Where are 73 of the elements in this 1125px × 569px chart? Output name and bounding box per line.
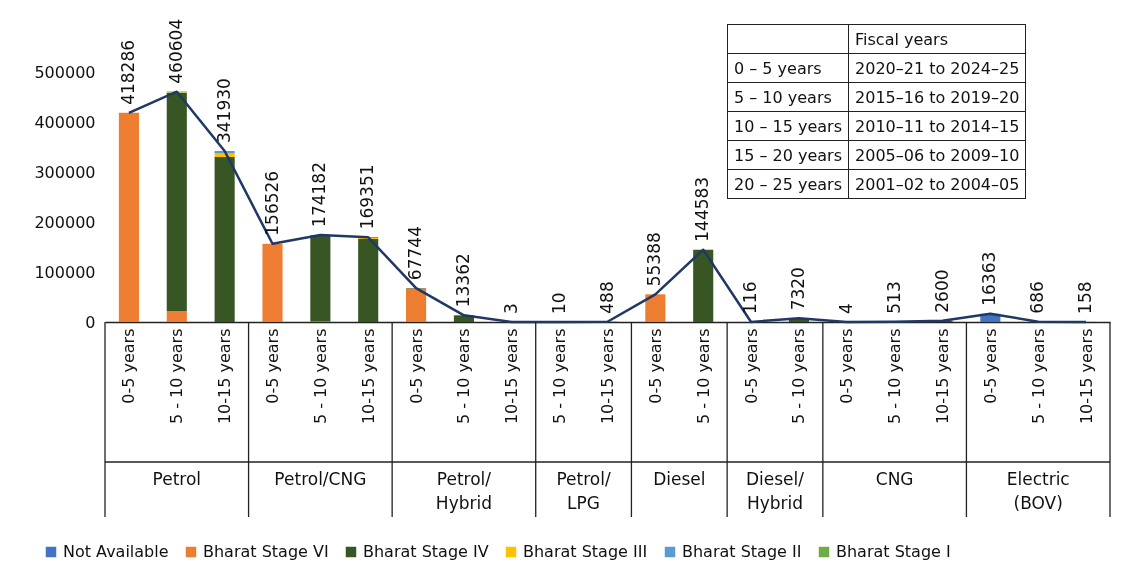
x-tick-label: 10-15 years [933, 328, 952, 425]
text: Diesel/Hybrid [745, 469, 805, 513]
legend-label: Bharat Stage I [836, 542, 951, 561]
legend-label: Not Available [63, 542, 169, 561]
x-tick-label: 5 - 10 years [885, 328, 905, 425]
text: Petrol/CNG [274, 469, 367, 489]
data-label: 4 [835, 303, 856, 314]
x-tick-label: 0-5 years [263, 328, 282, 404]
x-tick-label: 0-5 years [119, 328, 139, 404]
x-tick-label: 10-15 years [502, 328, 522, 425]
y-tick-label: 300000 [34, 162, 96, 182]
category-label: 20 – 25 years [734, 174, 843, 194]
y-tick-label: 0 [85, 312, 96, 332]
x-tick-label: 5 - 10 years [167, 328, 187, 425]
y-tick-label: 500000 [34, 62, 96, 82]
data-label: 341930 [213, 78, 234, 144]
category-label: 15 – 20 years [734, 145, 843, 165]
data-label: 460604 [165, 18, 186, 84]
text: 2005–06 to 2009–10 [855, 145, 1020, 165]
x-tick-label: 0-5 years [837, 328, 857, 404]
data-label: 686 [1027, 281, 1048, 314]
data-label: 174182 [309, 162, 330, 227]
text: 2015–16 to 2019–20 [855, 87, 1020, 107]
legend-label: Bharat Stage IV [363, 542, 489, 561]
data-label: 169351 [357, 164, 378, 230]
data-label: 2600 [931, 269, 952, 313]
text: CNG [875, 469, 914, 489]
y-tick-label: 100000 [34, 262, 96, 282]
x-tick-label: 10-15 years [358, 328, 378, 425]
data-label: 156526 [261, 170, 282, 236]
category-label: 0 – 5 years [734, 58, 822, 78]
data-label: 16363 [979, 251, 1000, 306]
category-label: Fiscal years [848, 24, 1026, 54]
x-tick-label: 0-5 years [980, 328, 1000, 404]
text: 2010–11 to 2014–15 [855, 116, 1020, 136]
legend-label: Bharat Stage III [523, 542, 648, 561]
x-tick-label: 5 - 10 years [310, 328, 330, 425]
data-label: 116 [740, 281, 761, 314]
text: Diesel [653, 469, 706, 489]
legend-label: Bharat Stage VI [203, 542, 329, 561]
x-tick-label: 10-15 years [1076, 328, 1096, 425]
data-label: 513 [883, 281, 904, 314]
x-tick-label: 0-5 years [645, 328, 665, 404]
data-label: 3 [500, 303, 521, 314]
data-label: 13362 [452, 253, 473, 308]
x-tick-label: 0-5 years [406, 328, 426, 404]
data-label: 10 [548, 292, 569, 314]
y-tick-label: 200000 [34, 212, 96, 232]
data-label: 418286 [117, 39, 138, 105]
x-tick-label: 5 - 10 years [693, 328, 713, 425]
x-tick-label: 10-15 years [598, 328, 617, 425]
x-tick-label: 5 - 10 years [789, 328, 809, 425]
data-label: 488 [596, 281, 617, 314]
data-label: 55388 [644, 232, 665, 287]
x-tick-label: 0-5 years [741, 328, 761, 404]
data-label: 144583 [692, 176, 713, 242]
x-tick-label: 5 - 10 years [454, 328, 474, 425]
x-tick-label: 5 - 10 years [1028, 328, 1048, 425]
data-label: 158 [1075, 281, 1096, 314]
category-label: 10 – 15 years [734, 116, 843, 136]
text: 2001–02 to 2004–05 [855, 174, 1020, 194]
legend-label: Bharat Stage II [682, 542, 802, 561]
x-tick-label: 5 - 10 years [550, 328, 570, 425]
text: 2020–21 to 2024–25 [855, 58, 1020, 78]
text: Petrol/LPG [556, 469, 611, 513]
category-label: 5 – 10 years [734, 87, 832, 107]
text: Petrol [152, 469, 202, 489]
data-label: 67744 [405, 226, 426, 281]
text: Electric (BOV) [1006, 469, 1070, 513]
y-tick-label: 400000 [34, 112, 96, 132]
data-label: 7320 [787, 267, 808, 311]
x-tick-label: 10-15 years [215, 328, 235, 425]
text: Petrol/Hybrid [435, 469, 492, 513]
